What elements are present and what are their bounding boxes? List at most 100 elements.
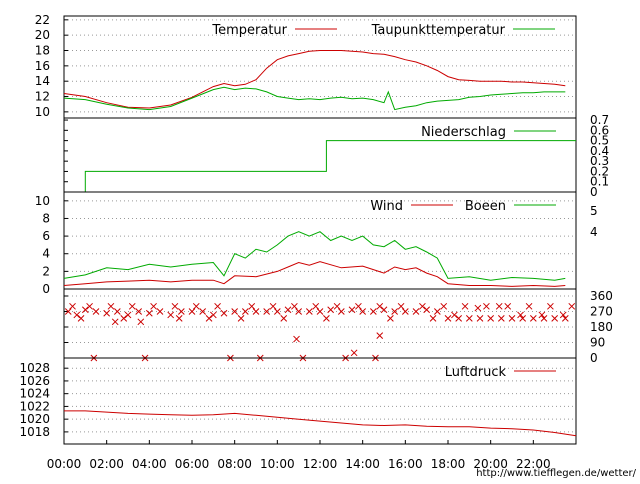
series-line — [63, 50, 566, 109]
y-tick-label: 0 — [42, 282, 50, 296]
data-point — [444, 315, 452, 322]
data-point — [280, 315, 288, 322]
data-point — [73, 311, 81, 319]
data-point — [376, 302, 384, 310]
data-point — [291, 302, 298, 310]
data-point — [145, 309, 153, 317]
data-point — [167, 311, 175, 319]
data-point — [92, 308, 100, 315]
data-point — [192, 302, 200, 310]
data-point — [397, 302, 405, 310]
data-point — [323, 315, 330, 322]
y-tick-label: 1024 — [19, 387, 50, 401]
series-line — [63, 86, 566, 111]
x-tick-label: 18:00 — [431, 457, 466, 471]
y-tick-label: 1018 — [19, 425, 50, 439]
data-point — [177, 308, 185, 315]
data-point — [316, 308, 324, 315]
data-point — [495, 302, 503, 310]
y-tick-label: 1028 — [19, 361, 50, 375]
data-point — [209, 311, 217, 319]
data-point — [504, 302, 512, 310]
data-point — [124, 311, 132, 319]
data-point — [327, 306, 335, 314]
data-point — [380, 306, 388, 314]
data-point — [284, 306, 292, 314]
data-point — [150, 302, 157, 310]
data-point — [263, 308, 271, 315]
data-point — [355, 302, 362, 310]
y-tick-label: 2 — [42, 264, 50, 278]
data-point — [137, 318, 145, 326]
data-point — [293, 335, 300, 343]
data-point — [551, 315, 559, 322]
data-point — [64, 308, 72, 315]
x-tick-label: 04:00 — [132, 457, 167, 471]
y-tick-label: 0.1 — [590, 175, 609, 189]
data-point — [103, 309, 111, 317]
data-point — [156, 308, 164, 315]
data-point — [205, 315, 213, 322]
data-point — [474, 304, 482, 312]
data-point — [241, 308, 249, 315]
data-point — [540, 315, 548, 322]
data-point — [86, 302, 93, 310]
data-point — [81, 306, 89, 314]
data-point — [128, 302, 136, 310]
data-point — [451, 311, 458, 319]
data-point — [337, 308, 345, 315]
y-tick-label: 14 — [35, 74, 50, 88]
y-tick-label: 0 — [590, 185, 598, 199]
data-point — [561, 315, 569, 322]
data-point — [348, 306, 356, 314]
data-point — [429, 315, 437, 322]
y-tick-label: 22 — [35, 13, 50, 27]
data-point — [188, 308, 196, 315]
x-tick-label: 10:00 — [260, 457, 295, 471]
data-point — [497, 315, 505, 322]
data-point — [525, 302, 533, 310]
data-point — [350, 349, 358, 357]
data-point — [440, 302, 448, 310]
y-tick-label: 12 — [35, 90, 50, 104]
data-point — [401, 308, 409, 315]
x-axis: 00:00 02:00 04:00 06:00 08:00 10:00 12:00 14:00… — [47, 440, 551, 471]
y-tick-label: 8 — [42, 211, 50, 225]
data-point — [252, 308, 260, 315]
data-point — [231, 308, 239, 315]
data-point — [376, 332, 384, 339]
data-point — [333, 302, 341, 310]
series-line — [64, 410, 577, 437]
data-point — [487, 315, 495, 322]
x-tick-label: 12:00 — [303, 457, 338, 471]
data-point — [529, 315, 537, 322]
data-point — [120, 315, 128, 322]
series-line — [84, 140, 576, 192]
data-point — [199, 308, 207, 315]
y-tick-label: 6 — [42, 229, 50, 243]
y-tick-label: 1020 — [19, 412, 50, 426]
data-point — [483, 302, 490, 310]
x-tick-label: 00:00 — [47, 457, 82, 471]
data-point — [359, 308, 367, 315]
data-point — [269, 302, 277, 310]
data-point — [517, 311, 524, 319]
data-point — [465, 315, 473, 322]
data-point — [312, 302, 320, 310]
data-point — [107, 302, 115, 310]
y-tick-label: 10 — [35, 194, 50, 208]
y-tick-label: 1026 — [19, 374, 50, 388]
data-point — [135, 308, 143, 315]
data-point — [273, 308, 281, 315]
panel-wind: 0 2 4 6 8 10 4 5 Wind Boeen — [35, 191, 598, 296]
right-tick-label: 4 — [590, 225, 598, 239]
y-tick-label: 270 — [590, 305, 613, 319]
legend-label: Niederschlag — [421, 125, 506, 140]
data-point — [387, 315, 394, 322]
data-point — [559, 311, 567, 319]
legend-label: Taupunkttemperatur — [371, 23, 506, 38]
data-point — [455, 315, 463, 322]
panel-precipitation: 00.10.20.30.40.50.60.7 Niederschlag — [63, 113, 609, 199]
